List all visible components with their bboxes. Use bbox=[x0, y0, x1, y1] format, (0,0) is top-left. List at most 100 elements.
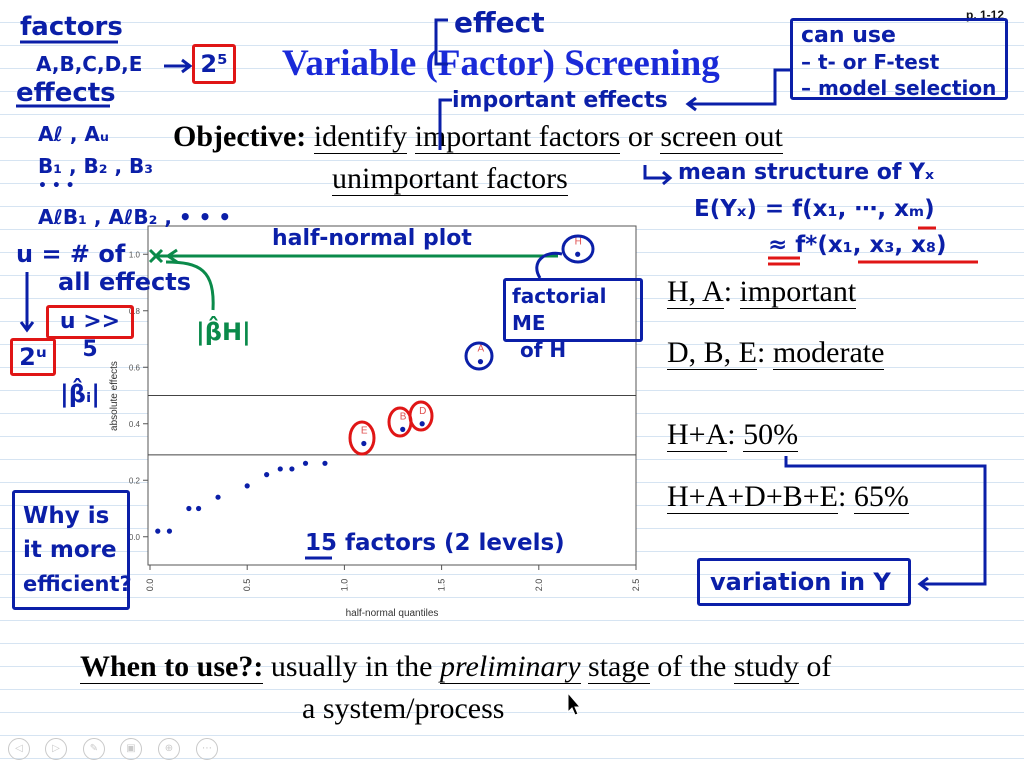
y-axis-label: absolute effects bbox=[109, 361, 120, 431]
y-axis-ticks: 0.0 0.2 0.4 0.6 0.8 1.0 bbox=[129, 250, 148, 542]
note-equation-2: ≈ f*(x₁, x₃, x₈) bbox=[768, 232, 947, 258]
objective-label: Objective: bbox=[173, 120, 307, 153]
note-beta-i: |β̂ᵢ| bbox=[60, 380, 100, 408]
note-why-3: efficient? bbox=[23, 572, 132, 596]
when-line1: When to use?: usually in the preliminary… bbox=[80, 650, 831, 684]
x-tick-label: 1.5 bbox=[437, 579, 447, 592]
y-tick-label: 0.6 bbox=[129, 363, 141, 372]
x-tick-label: 2.0 bbox=[534, 579, 544, 592]
data-point bbox=[196, 505, 202, 512]
slides-overview-button[interactable]: ▣ bbox=[120, 738, 142, 760]
note-fifteen-factors: 15 factors (2 levels) bbox=[305, 530, 565, 556]
data-point bbox=[289, 466, 295, 472]
when-stage: stage bbox=[588, 650, 650, 684]
objective-identify: identify bbox=[313, 120, 408, 154]
note-two-pow-u: 2ᵘ bbox=[10, 338, 56, 376]
when-label: When to use?: bbox=[80, 650, 264, 684]
result-sep: : bbox=[757, 336, 766, 369]
objective-or: or bbox=[627, 120, 653, 153]
result-moderate-factors: D, B, E bbox=[667, 336, 757, 370]
note-two-pow-5: 2⁵ bbox=[192, 44, 236, 84]
when-preliminary: preliminary bbox=[440, 650, 581, 684]
slide-title: Variable (Factor) Screening bbox=[282, 43, 720, 84]
result-important-label: important bbox=[739, 275, 857, 309]
note-important-effects: important effects bbox=[452, 88, 668, 113]
note-factors: factors bbox=[20, 12, 123, 42]
point-label: B bbox=[400, 411, 407, 422]
note-u-def-2: all effects bbox=[58, 268, 191, 296]
note-effect: effect bbox=[454, 6, 545, 39]
result-sep: : bbox=[838, 480, 847, 513]
y-tick-label: 1.0 bbox=[129, 250, 141, 259]
result-hadbe-percent: 65% bbox=[853, 480, 909, 514]
note-factorial-me-1: factorial ME bbox=[512, 284, 607, 335]
data-point bbox=[419, 421, 425, 427]
result-moderate: D, B, E: moderate bbox=[667, 336, 885, 370]
result-important: H, A: important bbox=[667, 275, 857, 309]
x-axis-ticks: 0.0 0.5 1.0 1.5 2.0 2.5 bbox=[145, 565, 641, 591]
e-point-circle-icon bbox=[348, 420, 376, 456]
prev-slide-button[interactable]: ◁ bbox=[8, 738, 30, 760]
a-point-circle-icon bbox=[464, 341, 494, 371]
note-effect-list-2: B₁ , B₂ , B₃ bbox=[38, 154, 154, 178]
note-factorial-me-2: of H bbox=[520, 338, 567, 362]
when-usually: usually in the bbox=[270, 650, 433, 683]
objective-important-factors: important factors bbox=[414, 120, 621, 154]
note-why-efficient: Why is it more efficient? bbox=[12, 490, 132, 610]
note-mean-structure: mean structure of Yₓ bbox=[678, 160, 935, 185]
approx-underline bbox=[768, 256, 800, 266]
x-tick-label: 0.5 bbox=[242, 579, 252, 592]
data-point bbox=[215, 494, 221, 500]
note-can-use-title: can use bbox=[801, 23, 896, 48]
data-point bbox=[302, 460, 309, 466]
data-point bbox=[575, 251, 581, 257]
x-tick-label: 0.0 bbox=[145, 579, 155, 592]
data-point bbox=[361, 440, 367, 447]
when-of: of bbox=[806, 650, 832, 683]
next-slide-button[interactable]: ▷ bbox=[45, 738, 67, 760]
note-why-2: it more bbox=[23, 537, 117, 563]
can-use-arrow-icon bbox=[685, 68, 790, 112]
x-axis-label: half-normal quantiles bbox=[346, 608, 439, 619]
result-ha-percent: 50% bbox=[743, 418, 799, 452]
result-ha: H+A: 50% bbox=[667, 418, 799, 452]
point-label: H bbox=[575, 236, 582, 247]
note-why-1: Why is bbox=[23, 503, 110, 529]
y-tick-label: 0.4 bbox=[129, 420, 141, 429]
result-hadbe: H+A+D+B+E: 65% bbox=[667, 480, 909, 514]
x-tick-label: 1.0 bbox=[339, 579, 349, 592]
half-normal-arrow-icon bbox=[148, 248, 558, 264]
data-point bbox=[322, 460, 328, 466]
pen-tool-button[interactable]: ✎ bbox=[83, 738, 105, 760]
data-point bbox=[277, 466, 283, 472]
note-effect-list-3: • • • bbox=[38, 178, 75, 194]
effect-bracket-icon bbox=[434, 18, 448, 66]
note-can-use-test: – t- or F-test bbox=[801, 50, 940, 74]
point-label: A bbox=[477, 344, 484, 355]
data-point bbox=[264, 472, 270, 478]
more-options-button[interactable]: ⋯ bbox=[196, 738, 218, 760]
variation-arrow-icon bbox=[784, 456, 987, 592]
objective-unimportant-factors: unimportant factors bbox=[332, 162, 568, 196]
half-normal-plot: 0.0 0.5 1.0 1.5 2.0 2.5 0.0 0.2 0.4 0.6 0.8 1.0 E B… bbox=[109, 225, 641, 619]
result-important-factors: H, A bbox=[667, 275, 724, 309]
note-can-use: can use – t- or F-test – model selection bbox=[790, 18, 1008, 100]
note-half-normal-plot: half-normal plot bbox=[272, 226, 472, 251]
y-tick-label: 0.2 bbox=[129, 476, 141, 485]
note-effects: effects bbox=[16, 78, 116, 108]
data-point bbox=[400, 426, 406, 432]
u-down-arrow-icon bbox=[19, 272, 35, 333]
y-tick-label: 0.0 bbox=[129, 533, 141, 542]
note-beta-h: |β̂H| bbox=[196, 318, 251, 346]
when-of-the: of the bbox=[657, 650, 727, 683]
result-hadbe-factors: H+A+D+B+E bbox=[667, 480, 839, 514]
note-effect-list-1: Aℓ , Aᵤ bbox=[38, 122, 110, 146]
zoom-button[interactable]: ⊕ bbox=[158, 738, 180, 760]
note-equation-1: E(Yₓ) = f(x₁, ⋯, xₘ) bbox=[694, 196, 935, 222]
note-can-use-model: – model selection bbox=[801, 76, 997, 100]
note-factor-list: A,B,C,D,E bbox=[36, 52, 143, 76]
note-u-gg-5: u >> 5 bbox=[46, 305, 134, 362]
beta-h-pointer-icon bbox=[165, 260, 215, 311]
d-point-circle-icon bbox=[408, 400, 434, 432]
